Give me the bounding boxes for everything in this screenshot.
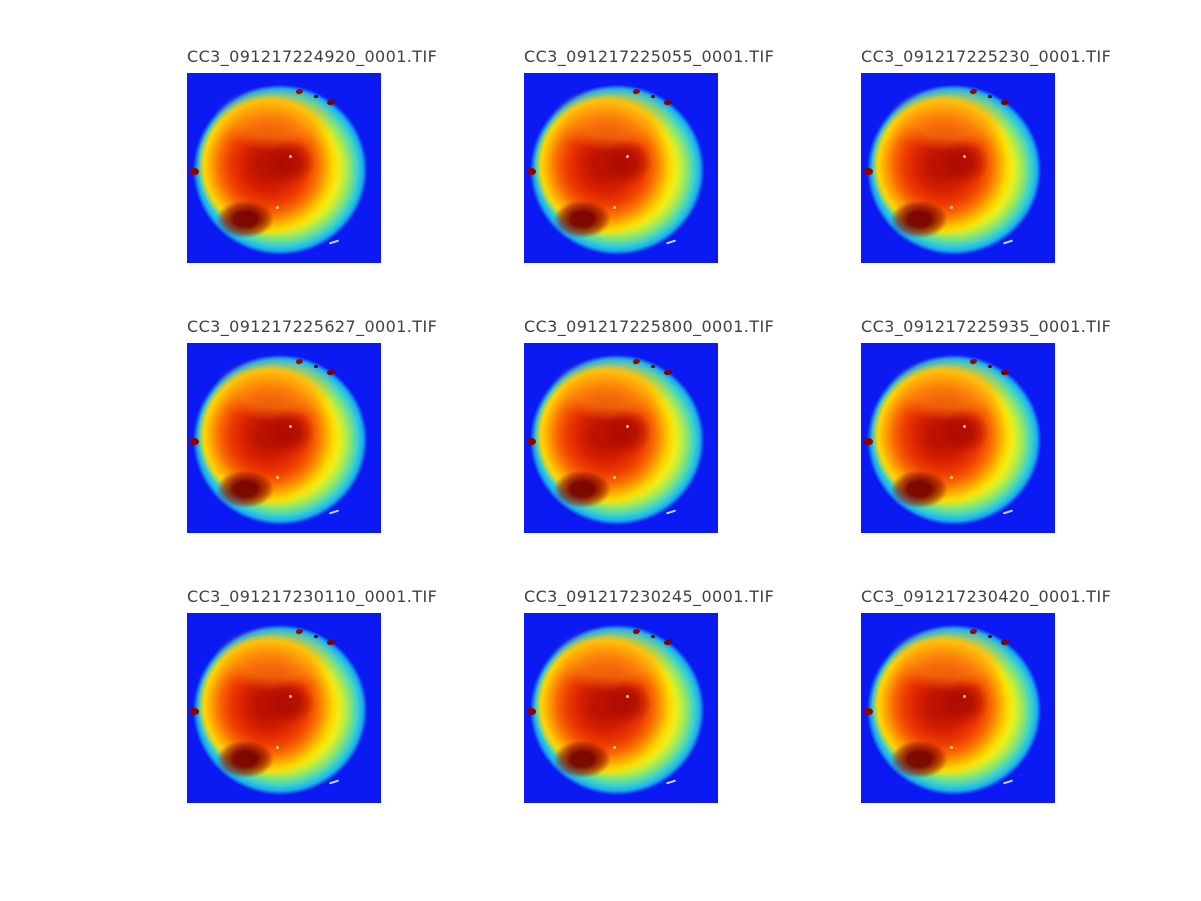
image-speck: [863, 168, 873, 175]
image-speck: [189, 168, 199, 175]
image-speck: [863, 438, 873, 445]
image-speck: [663, 638, 673, 646]
image-speck: [295, 358, 304, 365]
image-speck: [969, 358, 978, 365]
image-speck: [663, 368, 673, 376]
subplot-title: CC3_091217230245_0001.TIF: [524, 587, 775, 606]
subplot-cell: CC3_091217225800_0001.TIF: [524, 317, 824, 533]
subplot-cell: CC3_091217225055_0001.TIF: [524, 47, 824, 263]
image-speck: [326, 638, 336, 646]
allsky-heatmap-image: [187, 613, 381, 803]
image-bright-dot: [625, 154, 629, 158]
allsky-heatmap-image: [524, 613, 718, 803]
image-speck: [526, 168, 536, 175]
subplot-cell: CC3_091217230245_0001.TIF: [524, 587, 824, 803]
allsky-heatmap-image: [861, 73, 1055, 263]
image-bright-dot: [950, 206, 954, 209]
image-bright-dot: [288, 154, 292, 158]
image-bright-dot: [613, 206, 617, 209]
subplot-cell: CC3_091217230420_0001.TIF: [861, 587, 1161, 803]
image-rim-dash: [328, 509, 339, 515]
image-rim-dash: [1002, 239, 1013, 245]
image-speck: [988, 94, 993, 98]
allsky-heatmap-image: [861, 343, 1055, 533]
allsky-heatmap-image: [861, 613, 1055, 803]
allsky-heatmap-image: [524, 73, 718, 263]
allsky-heatmap-image: [524, 343, 718, 533]
image-bright-dot: [625, 694, 629, 698]
image-bright-dot: [613, 746, 617, 749]
subplot-title: CC3_091217230110_0001.TIF: [187, 587, 438, 606]
image-speck: [863, 708, 873, 715]
image-speck: [295, 88, 304, 95]
subplot-cell: CC3_091217225627_0001.TIF: [187, 317, 487, 533]
image-speck: [326, 98, 336, 106]
subplot-title: CC3_091217225055_0001.TIF: [524, 47, 775, 66]
image-bright-dot: [950, 476, 954, 479]
image-rim-dash: [665, 239, 676, 245]
image-bright-dot: [613, 476, 617, 479]
image-speck: [189, 708, 199, 715]
image-speck: [526, 438, 536, 445]
allsky-heatmap-image: [187, 343, 381, 533]
image-speck: [651, 364, 656, 368]
subplot-title: CC3_091217225627_0001.TIF: [187, 317, 438, 336]
subplot-title: CC3_091217225230_0001.TIF: [861, 47, 1112, 66]
image-speck: [1000, 638, 1010, 646]
image-rim-dash: [1002, 779, 1013, 785]
image-speck: [988, 364, 993, 368]
subplot-cell: CC3_091217225935_0001.TIF: [861, 317, 1161, 533]
image-rim-dash: [328, 239, 339, 245]
image-speck: [1000, 98, 1010, 106]
image-bright-dot: [962, 424, 966, 428]
image-bright-dot: [288, 694, 292, 698]
image-speck: [314, 634, 319, 638]
image-speck: [189, 438, 199, 445]
image-bright-dot: [288, 424, 292, 428]
subplot-cell: CC3_091217224920_0001.TIF: [187, 47, 487, 263]
subplot-title: CC3_091217224920_0001.TIF: [187, 47, 438, 66]
image-rim-dash: [328, 779, 339, 785]
image-speck: [651, 94, 656, 98]
subplot-cell: CC3_091217230110_0001.TIF: [187, 587, 487, 803]
image-bright-dot: [950, 746, 954, 749]
image-rim-dash: [665, 779, 676, 785]
allsky-heatmap-image: [187, 73, 381, 263]
image-bright-dot: [962, 694, 966, 698]
image-rim-dash: [1002, 509, 1013, 515]
image-speck: [326, 368, 336, 376]
image-rim-dash: [665, 509, 676, 515]
image-speck: [663, 98, 673, 106]
image-speck: [651, 634, 656, 638]
image-speck: [988, 634, 993, 638]
image-speck: [632, 358, 641, 365]
subplot-title: CC3_091217230420_0001.TIF: [861, 587, 1112, 606]
image-speck: [969, 88, 978, 95]
image-bright-dot: [276, 206, 280, 209]
image-bright-dot: [276, 476, 280, 479]
image-speck: [632, 628, 641, 635]
image-speck: [295, 628, 304, 635]
subplot-title: CC3_091217225800_0001.TIF: [524, 317, 775, 336]
image-speck: [632, 88, 641, 95]
subplot-cell: CC3_091217225230_0001.TIF: [861, 47, 1161, 263]
subplot-title: CC3_091217225935_0001.TIF: [861, 317, 1112, 336]
image-bright-dot: [962, 154, 966, 158]
image-bright-dot: [276, 746, 280, 749]
image-speck: [526, 708, 536, 715]
image-speck: [314, 364, 319, 368]
image-speck: [314, 94, 319, 98]
image-bright-dot: [625, 424, 629, 428]
image-speck: [1000, 368, 1010, 376]
image-speck: [969, 628, 978, 635]
